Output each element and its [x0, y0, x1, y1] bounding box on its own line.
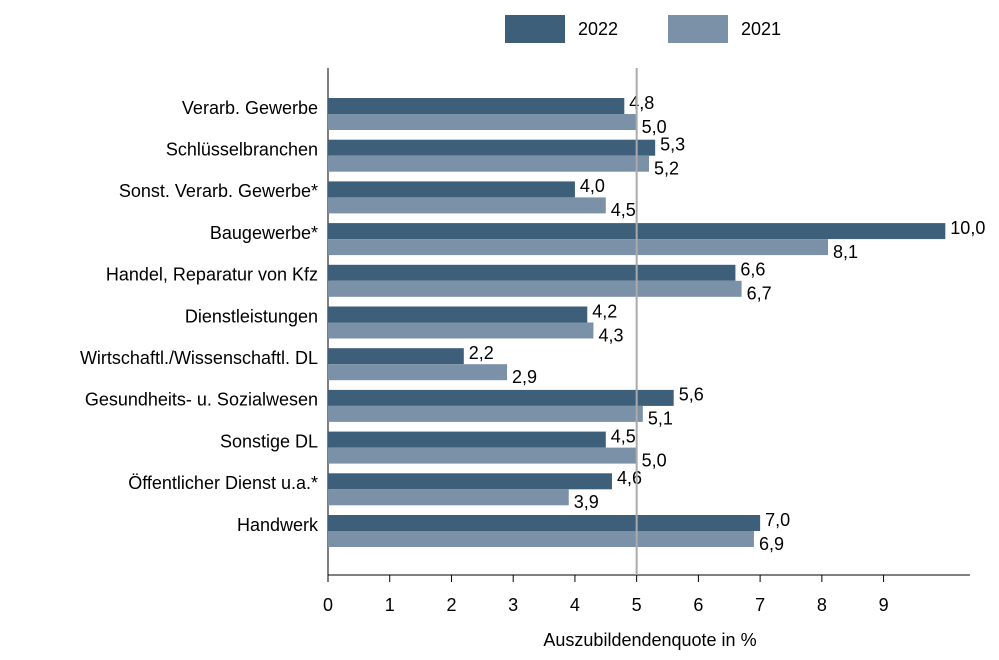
value-label: 5,1	[648, 409, 673, 429]
value-label: 5,0	[642, 450, 667, 470]
value-label: 10,0	[950, 218, 985, 238]
bar	[328, 155, 649, 172]
bar	[328, 306, 588, 323]
x-tick-label: 0	[323, 595, 333, 615]
x-tick-label: 4	[570, 595, 580, 615]
category-label: Sonst. Verarb. Gewerbe*	[119, 181, 318, 201]
value-label: 3,9	[574, 492, 599, 512]
value-label: 4,3	[598, 325, 623, 345]
bar	[328, 322, 594, 339]
x-tick-label: 6	[693, 595, 703, 615]
value-label: 6,7	[747, 284, 772, 304]
bar	[328, 489, 569, 506]
value-label: 4,5	[611, 200, 636, 220]
value-label: 2,9	[512, 367, 537, 387]
value-label: 6,9	[759, 534, 784, 554]
value-label: 5,2	[654, 158, 679, 178]
legend-label: 2021	[741, 19, 781, 39]
value-label: 5,3	[660, 134, 685, 154]
bar	[328, 515, 761, 531]
bar	[328, 98, 625, 114]
x-tick-label: 7	[755, 595, 765, 615]
value-label: 4,2	[592, 301, 617, 321]
x-tick-label: 8	[817, 595, 827, 615]
x-tick-label: 2	[446, 595, 456, 615]
bar	[328, 348, 464, 365]
category-label: Sonstige DL	[220, 431, 318, 451]
bar	[328, 389, 674, 406]
bar	[328, 405, 643, 422]
value-label: 6,6	[740, 260, 765, 280]
bar	[328, 447, 637, 464]
x-tick-label: 9	[879, 595, 889, 615]
legend-swatch	[668, 15, 728, 43]
bar	[328, 264, 736, 281]
bar	[328, 431, 606, 448]
bar	[328, 473, 612, 490]
category-label: Dienstleistungen	[185, 306, 318, 326]
bar	[328, 139, 656, 156]
category-label: Gesundheits- u. Sozialwesen	[85, 390, 318, 410]
bar	[328, 181, 575, 198]
category-label: Handwerk	[237, 515, 319, 535]
category-label: Wirtschaftl./Wissenschaftl. DL	[80, 348, 318, 368]
bar	[328, 114, 637, 130]
x-tick-label: 1	[385, 595, 395, 615]
bar	[328, 364, 508, 381]
value-label: 4,5	[611, 426, 636, 446]
x-axis-title: Auszubildendenquote in %	[543, 630, 756, 650]
value-label: 8,1	[833, 242, 858, 262]
bar	[328, 197, 606, 214]
category-label: Verarb. Gewerbe	[182, 98, 318, 118]
value-label: 2,2	[469, 343, 494, 363]
legend-label: 2022	[578, 19, 618, 39]
value-label: 4,6	[617, 468, 642, 488]
value-label: 5,6	[679, 385, 704, 405]
value-label: 4,8	[629, 93, 654, 113]
legend-swatch	[505, 15, 565, 43]
value-label: 5,0	[642, 117, 667, 137]
value-label: 4,0	[580, 176, 605, 196]
bar	[328, 239, 829, 256]
x-tick-label: 3	[508, 595, 518, 615]
value-label: 7,0	[765, 510, 790, 530]
category-label: Öffentlicher Dienst u.a.*	[128, 473, 318, 493]
category-label: Schlüsselbranchen	[166, 139, 318, 159]
bar	[328, 280, 742, 297]
bar	[328, 531, 754, 547]
x-tick-label: 5	[632, 595, 642, 615]
category-label: Handel, Reparatur von Kfz	[106, 265, 318, 285]
category-label: Baugewerbe*	[210, 223, 318, 243]
